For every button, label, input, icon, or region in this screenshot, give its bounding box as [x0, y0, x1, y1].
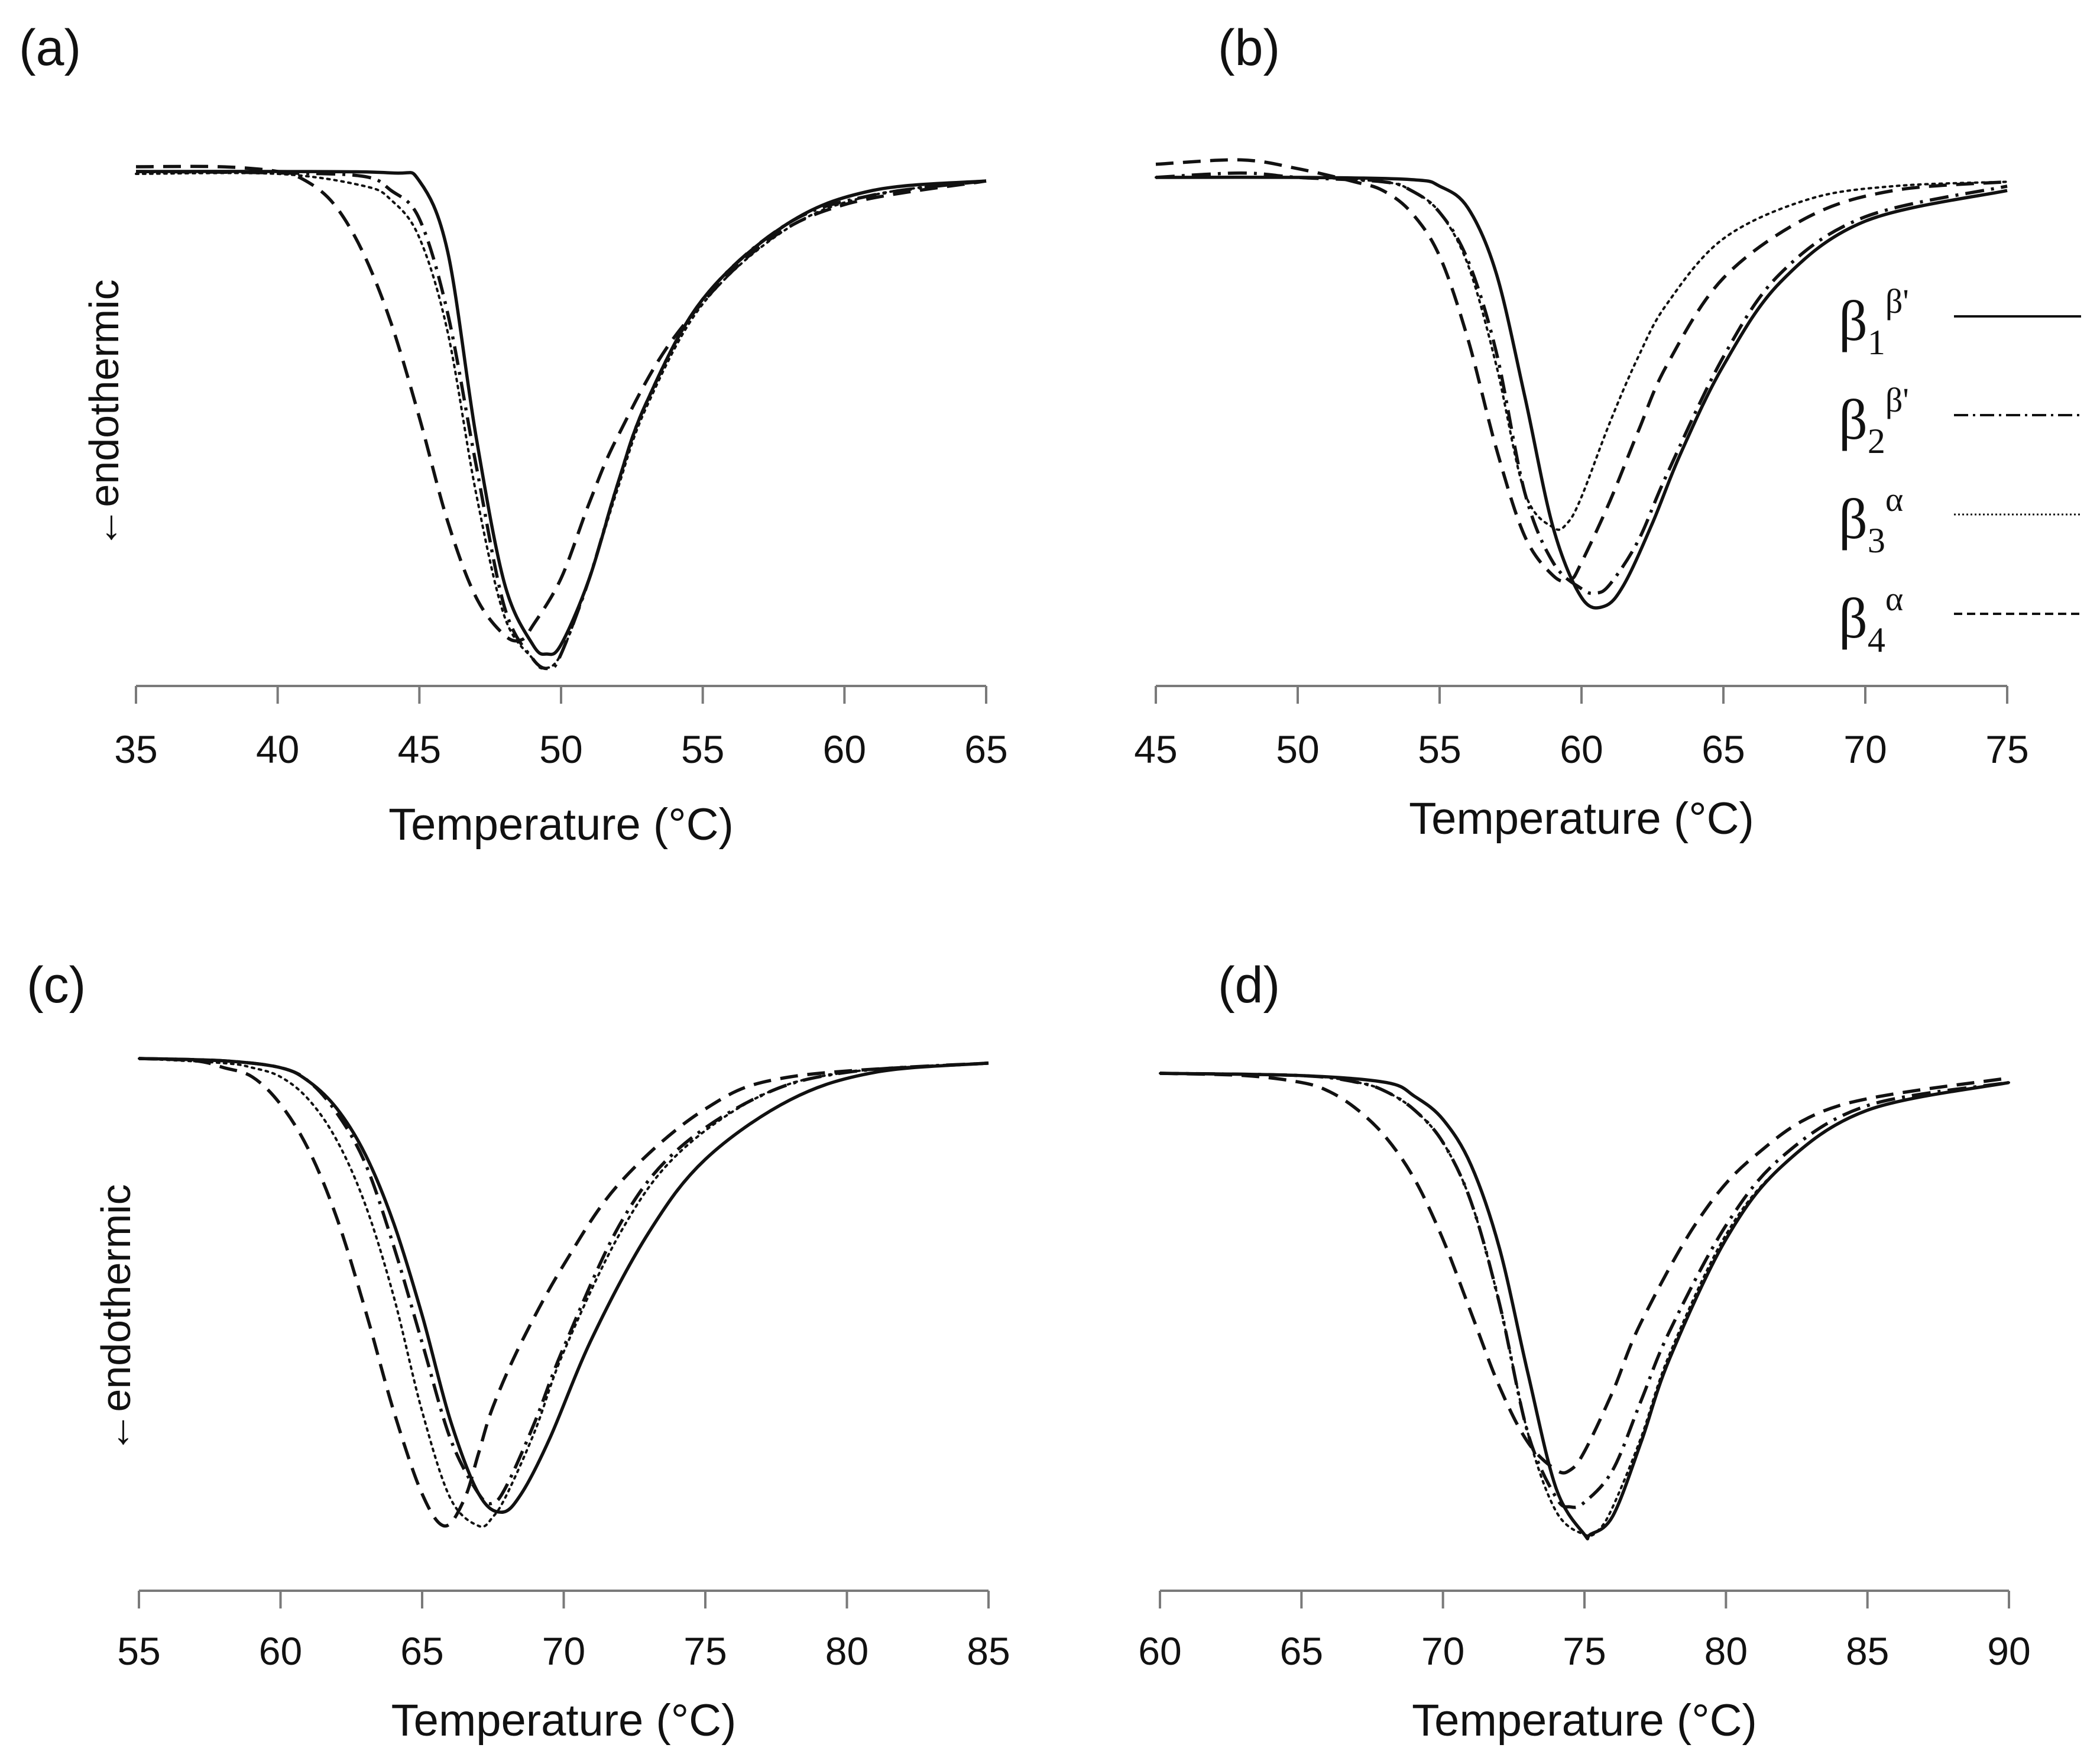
x-tick-label: 65 — [400, 1629, 443, 1673]
x-tick-label: 55 — [1418, 727, 1461, 771]
x-tick-label: 45 — [398, 727, 441, 771]
series-line — [138, 1057, 989, 1528]
x-tick-label: 55 — [117, 1629, 160, 1673]
panel-label: (c) — [27, 957, 86, 1014]
x-axis-title: Temperature (°C) — [391, 1695, 737, 1746]
x-tick-label: 85 — [1846, 1629, 1889, 1673]
panel-label: (a) — [19, 20, 81, 76]
legend-label: β1β' — [1839, 282, 1909, 362]
series-line — [135, 170, 987, 671]
x-tick-label: 50 — [1276, 727, 1319, 771]
panel-c: (c) 55 60 65 70 75 80 85 Temperature (°C) ←endoth… — [27, 957, 1010, 1746]
x-tick-label: 45 — [1134, 727, 1177, 771]
x-tick-label: 75 — [1985, 727, 2028, 771]
series-line — [1159, 1072, 2010, 1538]
legend-label: β4α — [1839, 580, 1903, 659]
x-axis-title: Temperature (°C) — [1412, 1695, 1757, 1746]
x-tick-label: 70 — [542, 1629, 585, 1673]
legend-entry: β2β' — [1839, 381, 2081, 461]
x-tick-label: 90 — [1987, 1629, 2030, 1673]
panel-d: (d) 60 65 70 75 80 85 90 Temperature (°C) — [1138, 957, 2030, 1746]
y-axis-title: ←endothermic — [81, 279, 127, 548]
x-tick-label: 60 — [1138, 1629, 1181, 1673]
x-tick-label: 70 — [1843, 727, 1887, 771]
series-line — [1155, 158, 2008, 584]
legend-label: β2β' — [1839, 381, 1909, 461]
x-tick-label: 40 — [256, 727, 299, 771]
series-line — [1159, 1072, 2010, 1509]
series-line — [1159, 1072, 2010, 1475]
x-tick-label: 80 — [825, 1629, 868, 1673]
series-line — [138, 1057, 989, 1514]
series-line — [1159, 1072, 2010, 1540]
x-tick-label: 55 — [681, 727, 724, 771]
legend-label: β3α — [1839, 480, 1903, 560]
panel-label: (d) — [1218, 957, 1280, 1014]
x-tick-label: 65 — [1702, 727, 1745, 771]
series-line — [1155, 175, 2008, 610]
series-line — [135, 171, 987, 670]
legend-entry: β1β' — [1839, 282, 2081, 362]
x-tick-label: 85 — [967, 1629, 1010, 1673]
legend-entry: β3α — [1839, 480, 2081, 560]
x-tick-label: 60 — [823, 727, 866, 771]
x-tick-label: 35 — [114, 727, 157, 771]
series-line — [138, 1057, 990, 1528]
panel-b: (b) 45 50 55 60 65 70 75 Temperature (°C) — [1134, 20, 2028, 844]
x-tick-label: 50 — [539, 727, 582, 771]
x-tick-label: 75 — [1563, 1629, 1606, 1673]
series-line — [135, 164, 987, 643]
x-tick-label: 65 — [1280, 1629, 1323, 1673]
panel-label: (b) — [1218, 20, 1280, 76]
panel-a: (a) 35 40 45 50 55 60 65 Temperature (°C) ←endoth… — [19, 20, 1008, 850]
x-tick-label: 75 — [683, 1629, 727, 1673]
legend: β1β' β2β' β3α β4α — [1839, 282, 2081, 659]
legend-entry: β4α — [1839, 580, 2081, 659]
series-line — [138, 1057, 989, 1506]
x-tick-label: 80 — [1704, 1629, 1748, 1673]
y-axis-title: ←endothermic — [93, 1184, 139, 1453]
x-tick-label: 65 — [964, 727, 1007, 771]
x-axis-title: Temperature (°C) — [1409, 794, 1754, 844]
x-tick-label: 60 — [259, 1629, 302, 1673]
x-tick-label: 70 — [1421, 1629, 1464, 1673]
x-axis-title: Temperature (°C) — [388, 800, 734, 850]
x-tick-label: 60 — [1560, 727, 1603, 771]
